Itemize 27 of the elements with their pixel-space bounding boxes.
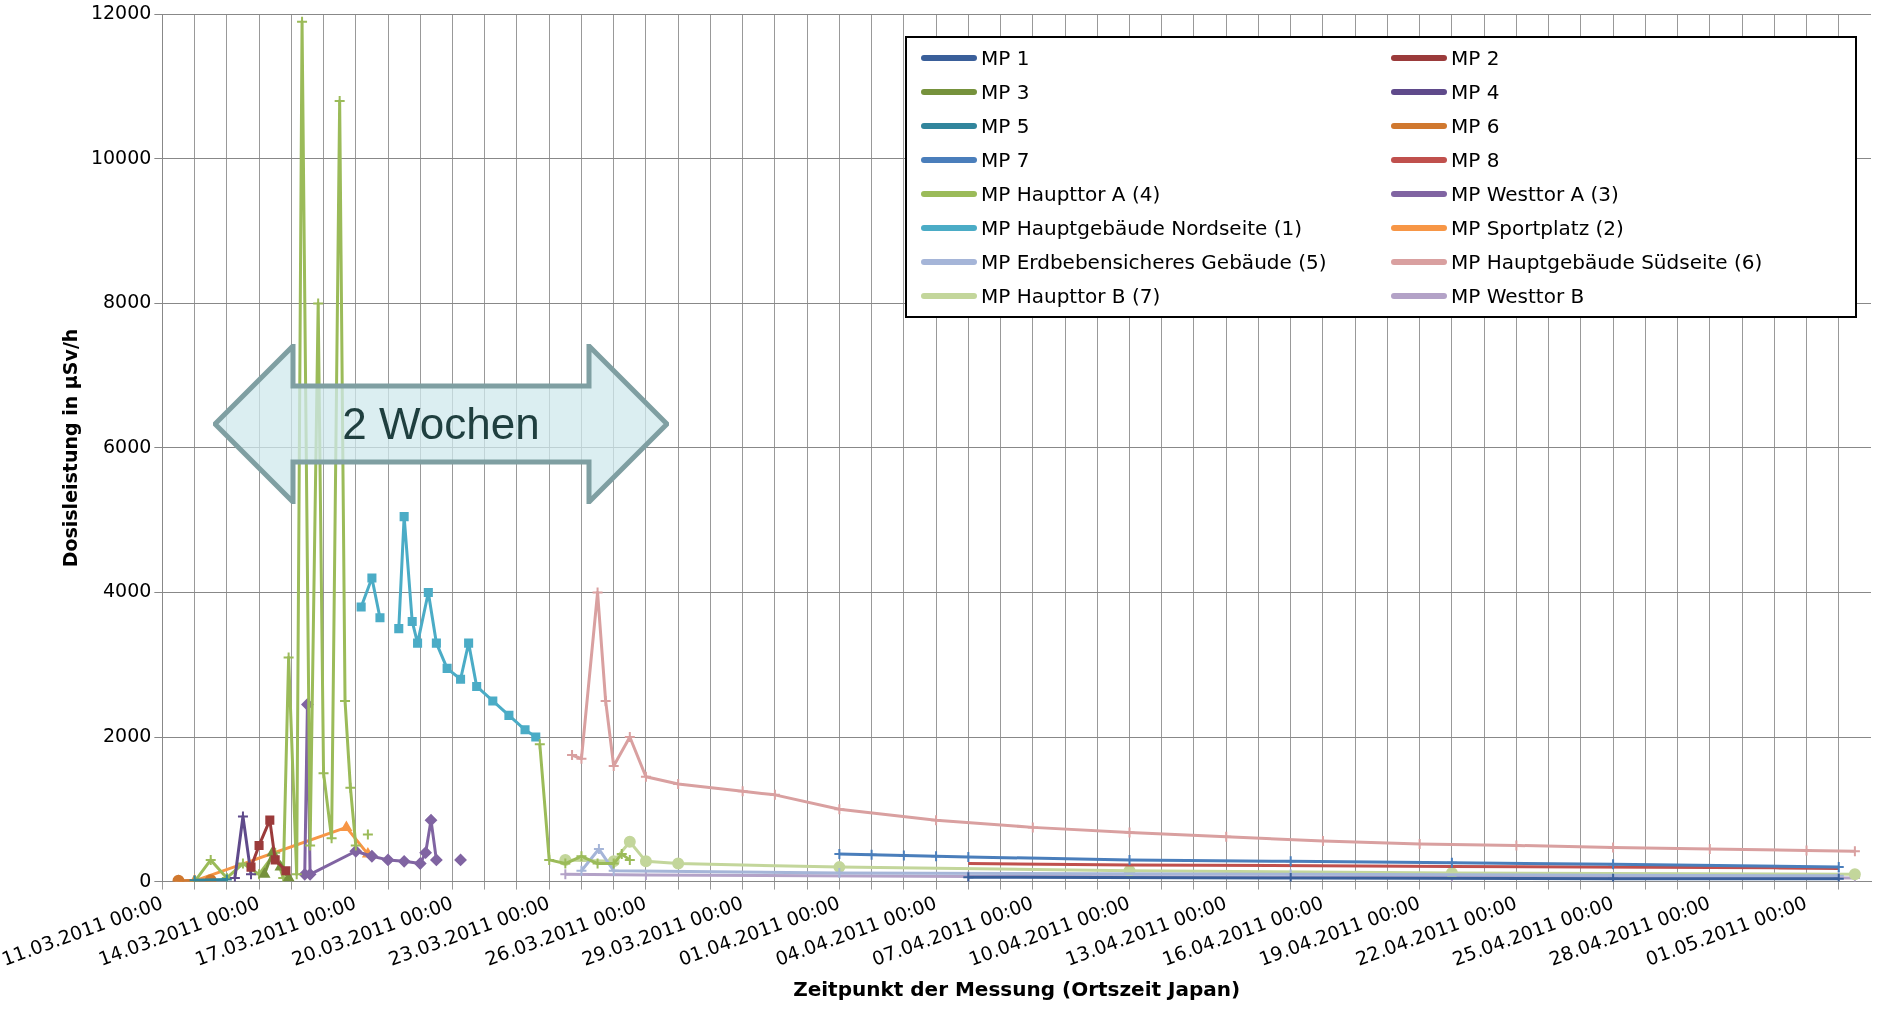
- y-tick-label: 10000: [90, 145, 152, 168]
- y-tick-label: 6000: [102, 434, 152, 457]
- x-axis-title: Zeitpunkt der Messung (Ortszeit Japan): [793, 977, 1241, 1002]
- legend-label: MP 4: [1451, 80, 1500, 104]
- y-axis-title: Dosisleistung in µSv/h: [59, 328, 82, 568]
- legend-label: MP 5: [981, 114, 1030, 138]
- y-tick-label: 8000: [102, 290, 152, 313]
- y-tick-label: 12000: [90, 1, 152, 24]
- legend-label: MP Haupttor A (4): [981, 182, 1161, 206]
- y-tick-label: 4000: [102, 579, 152, 602]
- legend-label: MP Sportplatz (2): [1451, 216, 1624, 240]
- legend-label: MP 1: [981, 46, 1030, 70]
- legend-label: MP Hauptgebäude Nordseite (1): [981, 216, 1303, 240]
- legend-label: MP Hauptgebäude Südseite (6): [1451, 250, 1763, 274]
- legend-label: MP Westtor B: [1451, 284, 1585, 308]
- legend-label: MP 8: [1451, 148, 1500, 172]
- legend-label: MP 2: [1451, 46, 1500, 70]
- double-arrow: 2 Wochen: [213, 344, 669, 504]
- legend-label: MP 7: [981, 148, 1030, 172]
- legend-label: MP 6: [1451, 114, 1500, 138]
- legend-label: MP Westtor A (3): [1451, 182, 1619, 206]
- legend-label: MP Erdbebensicheres Gebäude (5): [981, 250, 1327, 274]
- legend-label: MP 3: [981, 80, 1030, 104]
- legend-label: MP Haupttor B (7): [981, 284, 1161, 308]
- y-tick-label: 0: [139, 868, 152, 891]
- annotation: 2 Wochen: [341, 399, 541, 449]
- y-tick-label: 2000: [102, 723, 152, 746]
